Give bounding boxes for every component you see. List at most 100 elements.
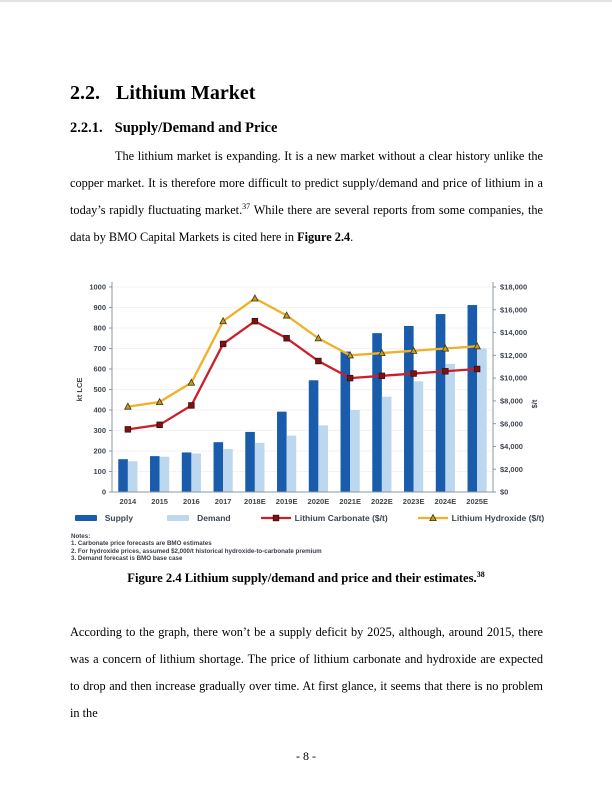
x-axis-tick-label: 2014 <box>120 497 138 506</box>
demand-bar <box>350 410 360 492</box>
x-axis-tick-label: 2024E <box>435 497 457 506</box>
legend-item-demand: Demand <box>163 513 231 523</box>
hydroxide-marker <box>124 402 132 410</box>
x-axis-tick-label: 2017 <box>215 497 232 506</box>
paragraph-intro-text3: . <box>350 230 354 244</box>
figure-caption: Figure 2.4 Lithium supply/demand and pri… <box>0 569 612 586</box>
supply-bar <box>467 305 478 492</box>
x-axis-tick-label: 2021E <box>339 497 361 506</box>
demand-bar <box>159 456 170 492</box>
right-axis-tick-label: $10,000 <box>500 374 527 383</box>
hydroxide-marker <box>282 311 291 319</box>
demand-bar <box>254 442 265 492</box>
left-axis-tick-label: 900 <box>93 303 106 312</box>
carbonate-marker <box>283 335 290 342</box>
supply-bar <box>340 351 351 492</box>
chart-note-line: 2. For hydroxide prices, assumed $2,000/… <box>71 547 322 555</box>
chart-legend: Supply Demand Lithium Carbonate ($/t) Lithi… <box>70 509 545 527</box>
right-axis-tick-label: $2,000 <box>500 465 523 474</box>
right-axis-tick-label: $8,000 <box>500 396 523 405</box>
demand-bar <box>445 363 455 492</box>
carbonate-marker <box>219 340 227 348</box>
supply-bar <box>245 431 255 492</box>
hydroxide-marker <box>409 346 418 354</box>
supply-bar <box>150 456 160 492</box>
x-axis-tick-label: 2019E <box>276 497 298 506</box>
chart-notes: Notes: 1. Carbonate price forecasts are B… <box>71 533 491 563</box>
x-axis-tick-label: 2016 <box>183 497 200 506</box>
carbonate-marker <box>156 421 163 429</box>
hydroxide-marker <box>251 294 259 302</box>
left-axis-tick-label: 800 <box>93 324 106 333</box>
supply-bar <box>404 325 414 492</box>
figure-caption-text: Figure 2.4 Lithium supply/demand and pri… <box>127 571 477 585</box>
right-axis-tick-label: $6,000 <box>500 419 523 428</box>
carbonate-marker <box>346 374 354 382</box>
left-axis-tick-label: 600 <box>93 365 106 374</box>
x-axis-tick-label: 2015 <box>151 497 168 506</box>
demand-bar <box>477 348 487 492</box>
legend-label: Demand <box>197 513 231 523</box>
legend-bar-swatch <box>74 515 97 521</box>
hydroxide-marker <box>441 344 450 352</box>
supply-bar <box>435 314 446 492</box>
hydroxide-marker <box>314 334 323 342</box>
supply-bar <box>277 411 287 492</box>
figure-reference: Figure 2.4 <box>297 230 351 244</box>
carbonate-marker <box>315 357 322 365</box>
right-axis-tick-label: $14,000 <box>500 328 527 337</box>
page-number: - 8 - <box>296 749 316 763</box>
footnote-ref-38: 38 <box>476 569 485 579</box>
x-axis-tick-label: 2022E <box>371 497 393 506</box>
hydroxide-marker <box>187 378 196 386</box>
section-heading: 2.2. Lithium Market <box>70 82 255 105</box>
left-axis-tick-label: 300 <box>93 426 106 435</box>
left-axis-tick-label: 400 <box>93 406 106 415</box>
hydroxide-marker <box>346 351 354 359</box>
legend-line-swatch <box>260 514 291 522</box>
legend-label: Lithium Carbonate ($/t) <box>294 513 388 523</box>
demand-bar <box>413 381 424 492</box>
demand-bar <box>286 435 297 492</box>
legend-label: Lithium Hydroxide ($/t) <box>451 513 545 523</box>
x-axis-tick-label: 2018E <box>244 497 266 506</box>
right-axis-tick-label: $4,000 <box>500 442 523 451</box>
footnote-ref-37: 37 <box>242 201 251 211</box>
left-axis-tick-label: 700 <box>93 344 106 353</box>
hydroxide-marker <box>155 397 164 406</box>
carbonate-marker <box>124 426 132 433</box>
paragraph-analysis: According to the graph, there won’t be a… <box>70 625 543 720</box>
figure-2-4-chart: 0 100 200 300 400 500 600 700 800 900 1000 $0 $2,000… <box>68 274 548 509</box>
paragraph-intro-text: The lithium market is expanding. It is a… <box>70 149 543 217</box>
supply-bar <box>372 333 382 492</box>
supply-bar <box>308 380 319 492</box>
lithium-hydroxide-t-line <box>127 297 478 408</box>
carbonate-marker <box>251 317 259 325</box>
subsection-heading: 2.2.1. Supply/Demand and Price <box>70 120 277 137</box>
supply-bar <box>181 452 192 492</box>
hydroxide-marker <box>219 316 227 325</box>
right-axis-tick-label: $18,000 <box>500 283 527 292</box>
carbonate-marker <box>188 402 195 409</box>
hydroxide-marker <box>378 348 386 357</box>
right-axis-tick-label: $16,000 <box>500 305 527 314</box>
left-axis-tick-label: 200 <box>93 447 106 456</box>
lithium-chart-svg: 0 100 200 300 400 500 600 700 800 900 1000 $0 $2,000… <box>75 282 539 506</box>
subsection-number: 2.2.1. <box>70 120 103 136</box>
demand-bar <box>223 448 233 492</box>
section-number: 2.2. <box>70 82 100 104</box>
carbonate-marker <box>442 368 449 375</box>
hydroxide-marker <box>473 341 481 350</box>
chart-note-line: Notes: <box>71 533 91 540</box>
legend-item-lithium-hydroxide-t-: Lithium Hydroxide ($/t) <box>417 513 545 523</box>
legend-item-supply: Supply <box>71 513 133 523</box>
legend-bar-swatch <box>167 515 190 521</box>
paragraph-intro: The lithium market is expanding. It is a… <box>70 143 543 251</box>
demand-bar <box>127 461 138 492</box>
left-axis-tick-label: 500 <box>93 385 106 394</box>
chart-note-line: 1. Carbonate price forecasts are BMO est… <box>71 540 212 548</box>
left-axis-tick-label: 100 <box>93 467 106 476</box>
left-axis-tick-label: 0 <box>102 488 106 497</box>
demand-bar <box>381 396 392 492</box>
